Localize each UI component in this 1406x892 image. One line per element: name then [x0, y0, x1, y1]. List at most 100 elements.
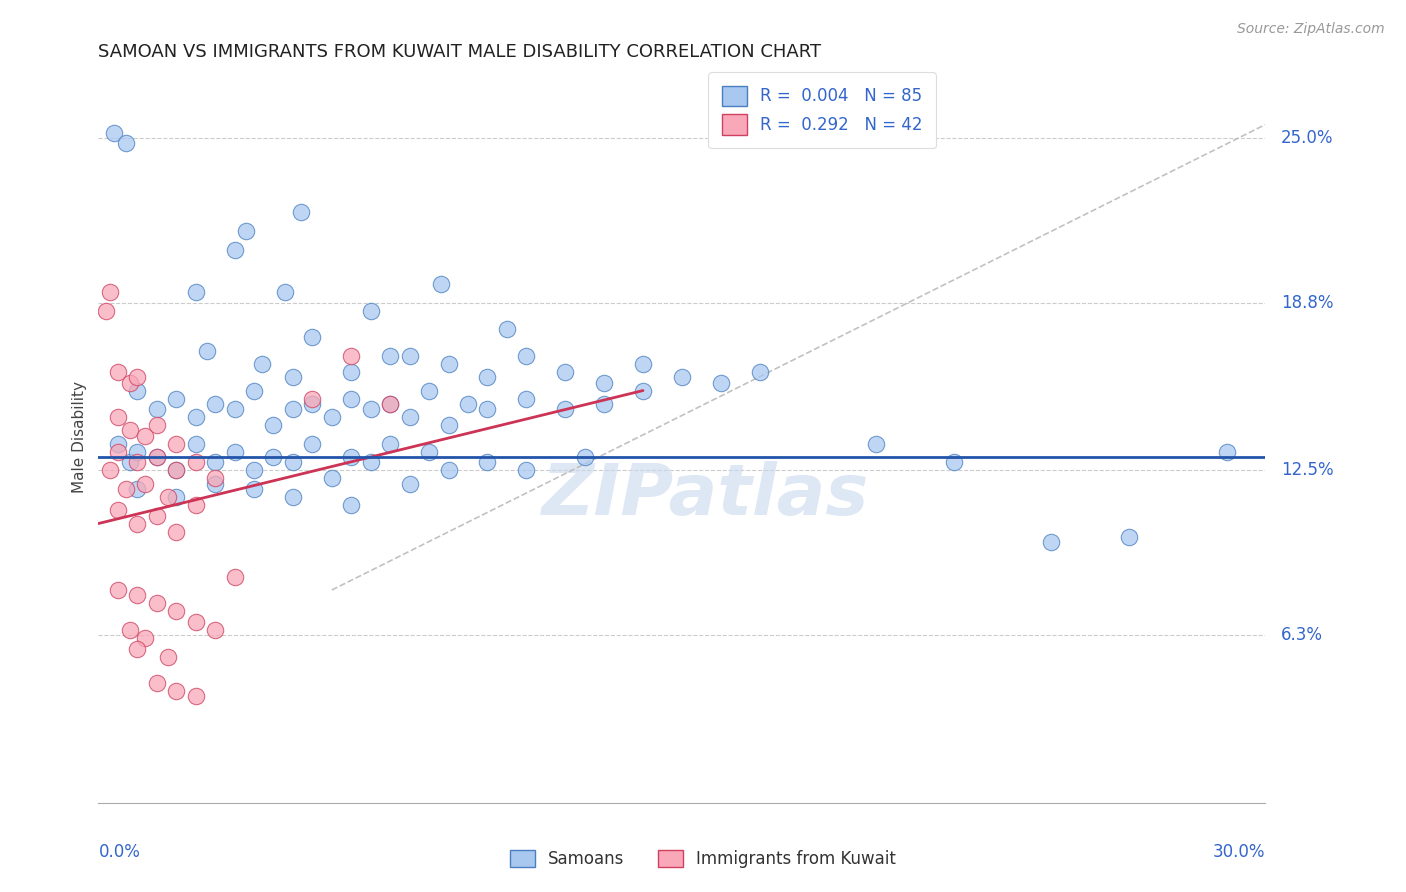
Text: 0.0%: 0.0% — [98, 843, 141, 861]
Point — [1215, 444, 1237, 458]
Point — [515, 392, 537, 406]
Point — [184, 498, 207, 512]
Point — [165, 463, 187, 477]
Point — [127, 641, 149, 656]
Point — [243, 463, 266, 477]
Point — [107, 410, 129, 425]
Text: 12.5%: 12.5% — [1281, 461, 1333, 479]
Point — [118, 455, 141, 469]
Point — [224, 444, 246, 458]
Point — [127, 516, 149, 531]
Point — [865, 436, 887, 450]
Point — [165, 524, 187, 539]
Point — [1118, 530, 1140, 544]
Point — [593, 376, 616, 390]
Point — [340, 498, 363, 512]
Point — [118, 623, 141, 637]
Point — [515, 463, 537, 477]
Point — [157, 649, 180, 664]
Point — [134, 476, 156, 491]
Point — [429, 277, 451, 292]
Text: SAMOAN VS IMMIGRANTS FROM KUWAIT MALE DISABILITY CORRELATION CHART: SAMOAN VS IMMIGRANTS FROM KUWAIT MALE DI… — [98, 44, 821, 62]
Point — [146, 508, 169, 523]
Point — [281, 455, 304, 469]
Point — [107, 436, 129, 450]
Point — [301, 397, 323, 411]
Point — [262, 418, 284, 433]
Point — [127, 384, 149, 398]
Point — [274, 285, 297, 299]
Point — [224, 243, 246, 257]
Point — [134, 631, 156, 645]
Point — [118, 376, 141, 390]
Point — [380, 349, 402, 363]
Point — [134, 429, 156, 443]
Point — [631, 357, 654, 371]
Point — [96, 303, 118, 318]
Point — [380, 436, 402, 450]
Point — [146, 676, 169, 690]
Point — [418, 444, 440, 458]
Point — [281, 370, 304, 384]
Point — [184, 615, 207, 629]
Text: Source: ZipAtlas.com: Source: ZipAtlas.com — [1237, 22, 1385, 37]
Point — [165, 604, 187, 618]
Point — [262, 450, 284, 464]
Text: ZIPatlas: ZIPatlas — [541, 461, 869, 530]
Point — [380, 397, 402, 411]
Point — [340, 349, 363, 363]
Point — [1040, 535, 1063, 549]
Point — [103, 126, 125, 140]
Point — [224, 570, 246, 584]
Point — [114, 136, 136, 151]
Point — [477, 370, 499, 384]
Point — [107, 444, 129, 458]
Point — [118, 424, 141, 438]
Point — [127, 370, 149, 384]
Point — [496, 322, 519, 336]
Point — [437, 463, 460, 477]
Point — [204, 455, 226, 469]
Point — [631, 384, 654, 398]
Text: 30.0%: 30.0% — [1213, 843, 1265, 861]
Point — [281, 490, 304, 504]
Point — [398, 476, 420, 491]
Point — [457, 397, 479, 411]
Point — [360, 402, 382, 417]
Point — [165, 490, 187, 504]
Point — [107, 503, 129, 517]
Point — [127, 482, 149, 496]
Point — [340, 365, 363, 379]
Point — [243, 384, 266, 398]
Point — [671, 370, 693, 384]
Point — [165, 436, 187, 450]
Point — [184, 690, 207, 704]
Point — [204, 471, 226, 485]
Point — [360, 303, 382, 318]
Point — [127, 444, 149, 458]
Text: 18.8%: 18.8% — [1281, 293, 1333, 312]
Legend: Samoans, Immigrants from Kuwait: Samoans, Immigrants from Kuwait — [503, 843, 903, 875]
Point — [554, 365, 576, 379]
Point — [554, 402, 576, 417]
Legend: R =  0.004   N = 85, R =  0.292   N = 42: R = 0.004 N = 85, R = 0.292 N = 42 — [709, 72, 936, 148]
Point — [146, 596, 169, 610]
Point — [98, 285, 121, 299]
Point — [593, 397, 616, 411]
Point — [398, 410, 420, 425]
Point — [184, 410, 207, 425]
Point — [943, 455, 966, 469]
Point — [235, 224, 257, 238]
Point — [243, 482, 266, 496]
Point — [224, 402, 246, 417]
Point — [437, 357, 460, 371]
Point — [301, 392, 323, 406]
Point — [184, 436, 207, 450]
Point — [107, 582, 129, 597]
Point — [165, 463, 187, 477]
Y-axis label: Male Disability: Male Disability — [72, 381, 87, 493]
Point — [301, 330, 323, 344]
Point — [184, 285, 207, 299]
Point — [281, 402, 304, 417]
Point — [321, 471, 343, 485]
